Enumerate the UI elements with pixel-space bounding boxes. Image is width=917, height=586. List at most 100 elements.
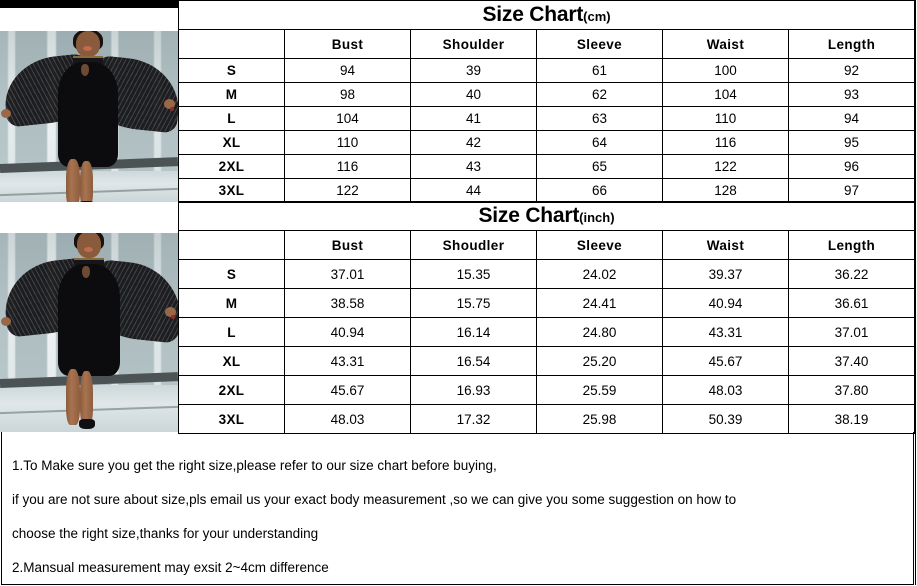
cm-shoulder-value: 41 [410, 106, 537, 131]
inch-col-header-blank [178, 230, 285, 260]
right-leg-2 [80, 371, 93, 425]
inch-bust-value: 48.03 [284, 404, 411, 434]
inch-waist-value: 45.67 [662, 346, 789, 376]
cm-waist-value: 128 [662, 178, 789, 203]
cm-col-header-sleeve: Sleeve [536, 29, 663, 59]
cm-col-header-waist: Waist [662, 29, 789, 59]
inch-length-value: 37.40 [787, 346, 916, 376]
cm-size-label: 2XL [178, 154, 285, 179]
inch-sleeve-value: 24.02 [536, 259, 663, 289]
table-row: 2XL 45.67 16.93 25.59 48.03 37.80 [178, 375, 916, 405]
inch-chart-title: Size Chart(inch) [177, 201, 916, 231]
studio-scene-2 [0, 233, 178, 432]
inch-bust-value: 45.67 [284, 375, 411, 405]
inch-size-chart-wrapper: Size Chart(inch) Bust Shoudler Sleeve Wa… [177, 201, 916, 434]
inch-length-value: 37.01 [787, 317, 916, 347]
inch-bust-value: 43.31 [284, 346, 411, 376]
right-shoe-2 [79, 419, 95, 429]
inch-sleeve-value: 25.59 [536, 375, 663, 405]
top-black-bar [0, 0, 178, 8]
neck-choker-2 [74, 258, 104, 267]
inch-col-header-shoulder: Shoudler [410, 230, 537, 260]
inch-waist-value: 48.03 [662, 375, 789, 405]
inch-title-unit: (inch) [579, 209, 615, 225]
inch-header-row: Bust Shoudler Sleeve Waist Length [178, 230, 916, 260]
inch-sleeve-value: 24.80 [536, 317, 663, 347]
inch-col-header-waist: Waist [662, 230, 789, 260]
inch-size-label: S [178, 259, 285, 289]
cm-shoulder-value: 42 [410, 130, 537, 155]
cm-bust-value: 110 [284, 130, 411, 155]
inch-col-header-length: Length [787, 230, 916, 260]
cm-size-label: 3XL [178, 178, 285, 203]
cm-header-row: Bust Shoulder Sleeve Waist Length [178, 29, 916, 59]
table-row: S 37.01 15.35 24.02 39.37 36.22 [178, 259, 916, 289]
left-hand-2 [1, 317, 11, 326]
model-lips [83, 46, 92, 51]
cm-title-text: Size Chart [482, 2, 584, 26]
cm-shoulder-value: 44 [410, 178, 537, 203]
model-lips-2 [84, 247, 93, 252]
note-line-2: if you are not sure about size,pls email… [12, 492, 737, 507]
cm-size-label: L [178, 106, 285, 131]
right-hand-nail [170, 107, 174, 111]
inch-waist-value: 50.39 [662, 404, 789, 434]
choker-gold-trim-2 [74, 258, 104, 260]
dress-bodice-2 [58, 264, 120, 376]
inch-shoulder-value: 15.35 [410, 259, 537, 289]
table-row: M 98 40 62 104 93 [178, 82, 916, 107]
cm-bust-value: 122 [284, 178, 411, 203]
inch-sleeve-value: 25.20 [536, 346, 663, 376]
inch-size-chart-table: Size Chart(inch) Bust Shoudler Sleeve Wa… [177, 201, 916, 434]
inch-shoulder-value: 16.93 [410, 375, 537, 405]
table-row: XL 110 42 64 116 95 [178, 130, 916, 155]
model-photo-1 [0, 31, 178, 202]
cm-col-header-blank [178, 29, 285, 59]
dress-keyhole [81, 64, 89, 76]
inch-shoulder-value: 15.75 [410, 288, 537, 318]
table-row: M 38.58 15.75 24.41 40.94 36.61 [178, 288, 916, 318]
dress-bodice [58, 62, 118, 167]
right-shoe [79, 201, 94, 202]
cm-chart-title: Size Chart(cm) [177, 0, 916, 30]
right-leg [80, 161, 93, 202]
cm-col-header-length: Length [787, 29, 916, 59]
inch-length-value: 36.61 [787, 288, 916, 318]
inch-size-label: L [178, 317, 285, 347]
note-line-3: choose the right size,thanks for your un… [12, 526, 319, 541]
dress-keyhole-2 [82, 266, 90, 278]
notes-section: 1.To Make sure you get the right size,pl… [1, 432, 914, 585]
inch-sleeve-value: 25.98 [536, 404, 663, 434]
inch-shoulder-value: 16.14 [410, 317, 537, 347]
inch-col-header-bust: Bust [284, 230, 411, 260]
table-row: XL 43.31 16.54 25.20 45.67 37.40 [178, 346, 916, 376]
cm-sleeve-value: 61 [536, 58, 663, 83]
cm-shoulder-value: 43 [410, 154, 537, 179]
model-head [76, 31, 100, 57]
inch-waist-value: 43.31 [662, 317, 789, 347]
cm-sleeve-value: 64 [536, 130, 663, 155]
cm-size-chart-table: Size Chart(cm) Bust Shoulder Sleeve Wais… [177, 0, 916, 203]
studio-scene [0, 31, 178, 202]
inch-title-text: Size Chart [478, 203, 580, 227]
cm-title-row: Size Chart(cm) [177, 0, 916, 30]
inch-size-label: XL [178, 346, 285, 376]
table-row: S 94 39 61 100 92 [178, 58, 916, 83]
cm-length-value: 92 [787, 58, 916, 83]
inch-shoulder-value: 16.54 [410, 346, 537, 376]
cm-sleeve-value: 62 [536, 82, 663, 107]
table-row: L 40.94 16.14 24.80 43.31 37.01 [178, 317, 916, 347]
cm-size-label: M [178, 82, 285, 107]
cm-length-value: 97 [787, 178, 916, 203]
cm-bust-value: 116 [284, 154, 411, 179]
cm-sleeve-value: 63 [536, 106, 663, 131]
cm-waist-value: 122 [662, 154, 789, 179]
left-hand [1, 109, 11, 118]
inch-bust-value: 38.58 [284, 288, 411, 318]
cm-sleeve-value: 66 [536, 178, 663, 203]
note-line-1: 1.To Make sure you get the right size,pl… [12, 458, 497, 473]
cm-title-unit: (cm) [583, 8, 611, 24]
cm-length-value: 95 [787, 130, 916, 155]
inch-length-value: 36.22 [787, 259, 916, 289]
